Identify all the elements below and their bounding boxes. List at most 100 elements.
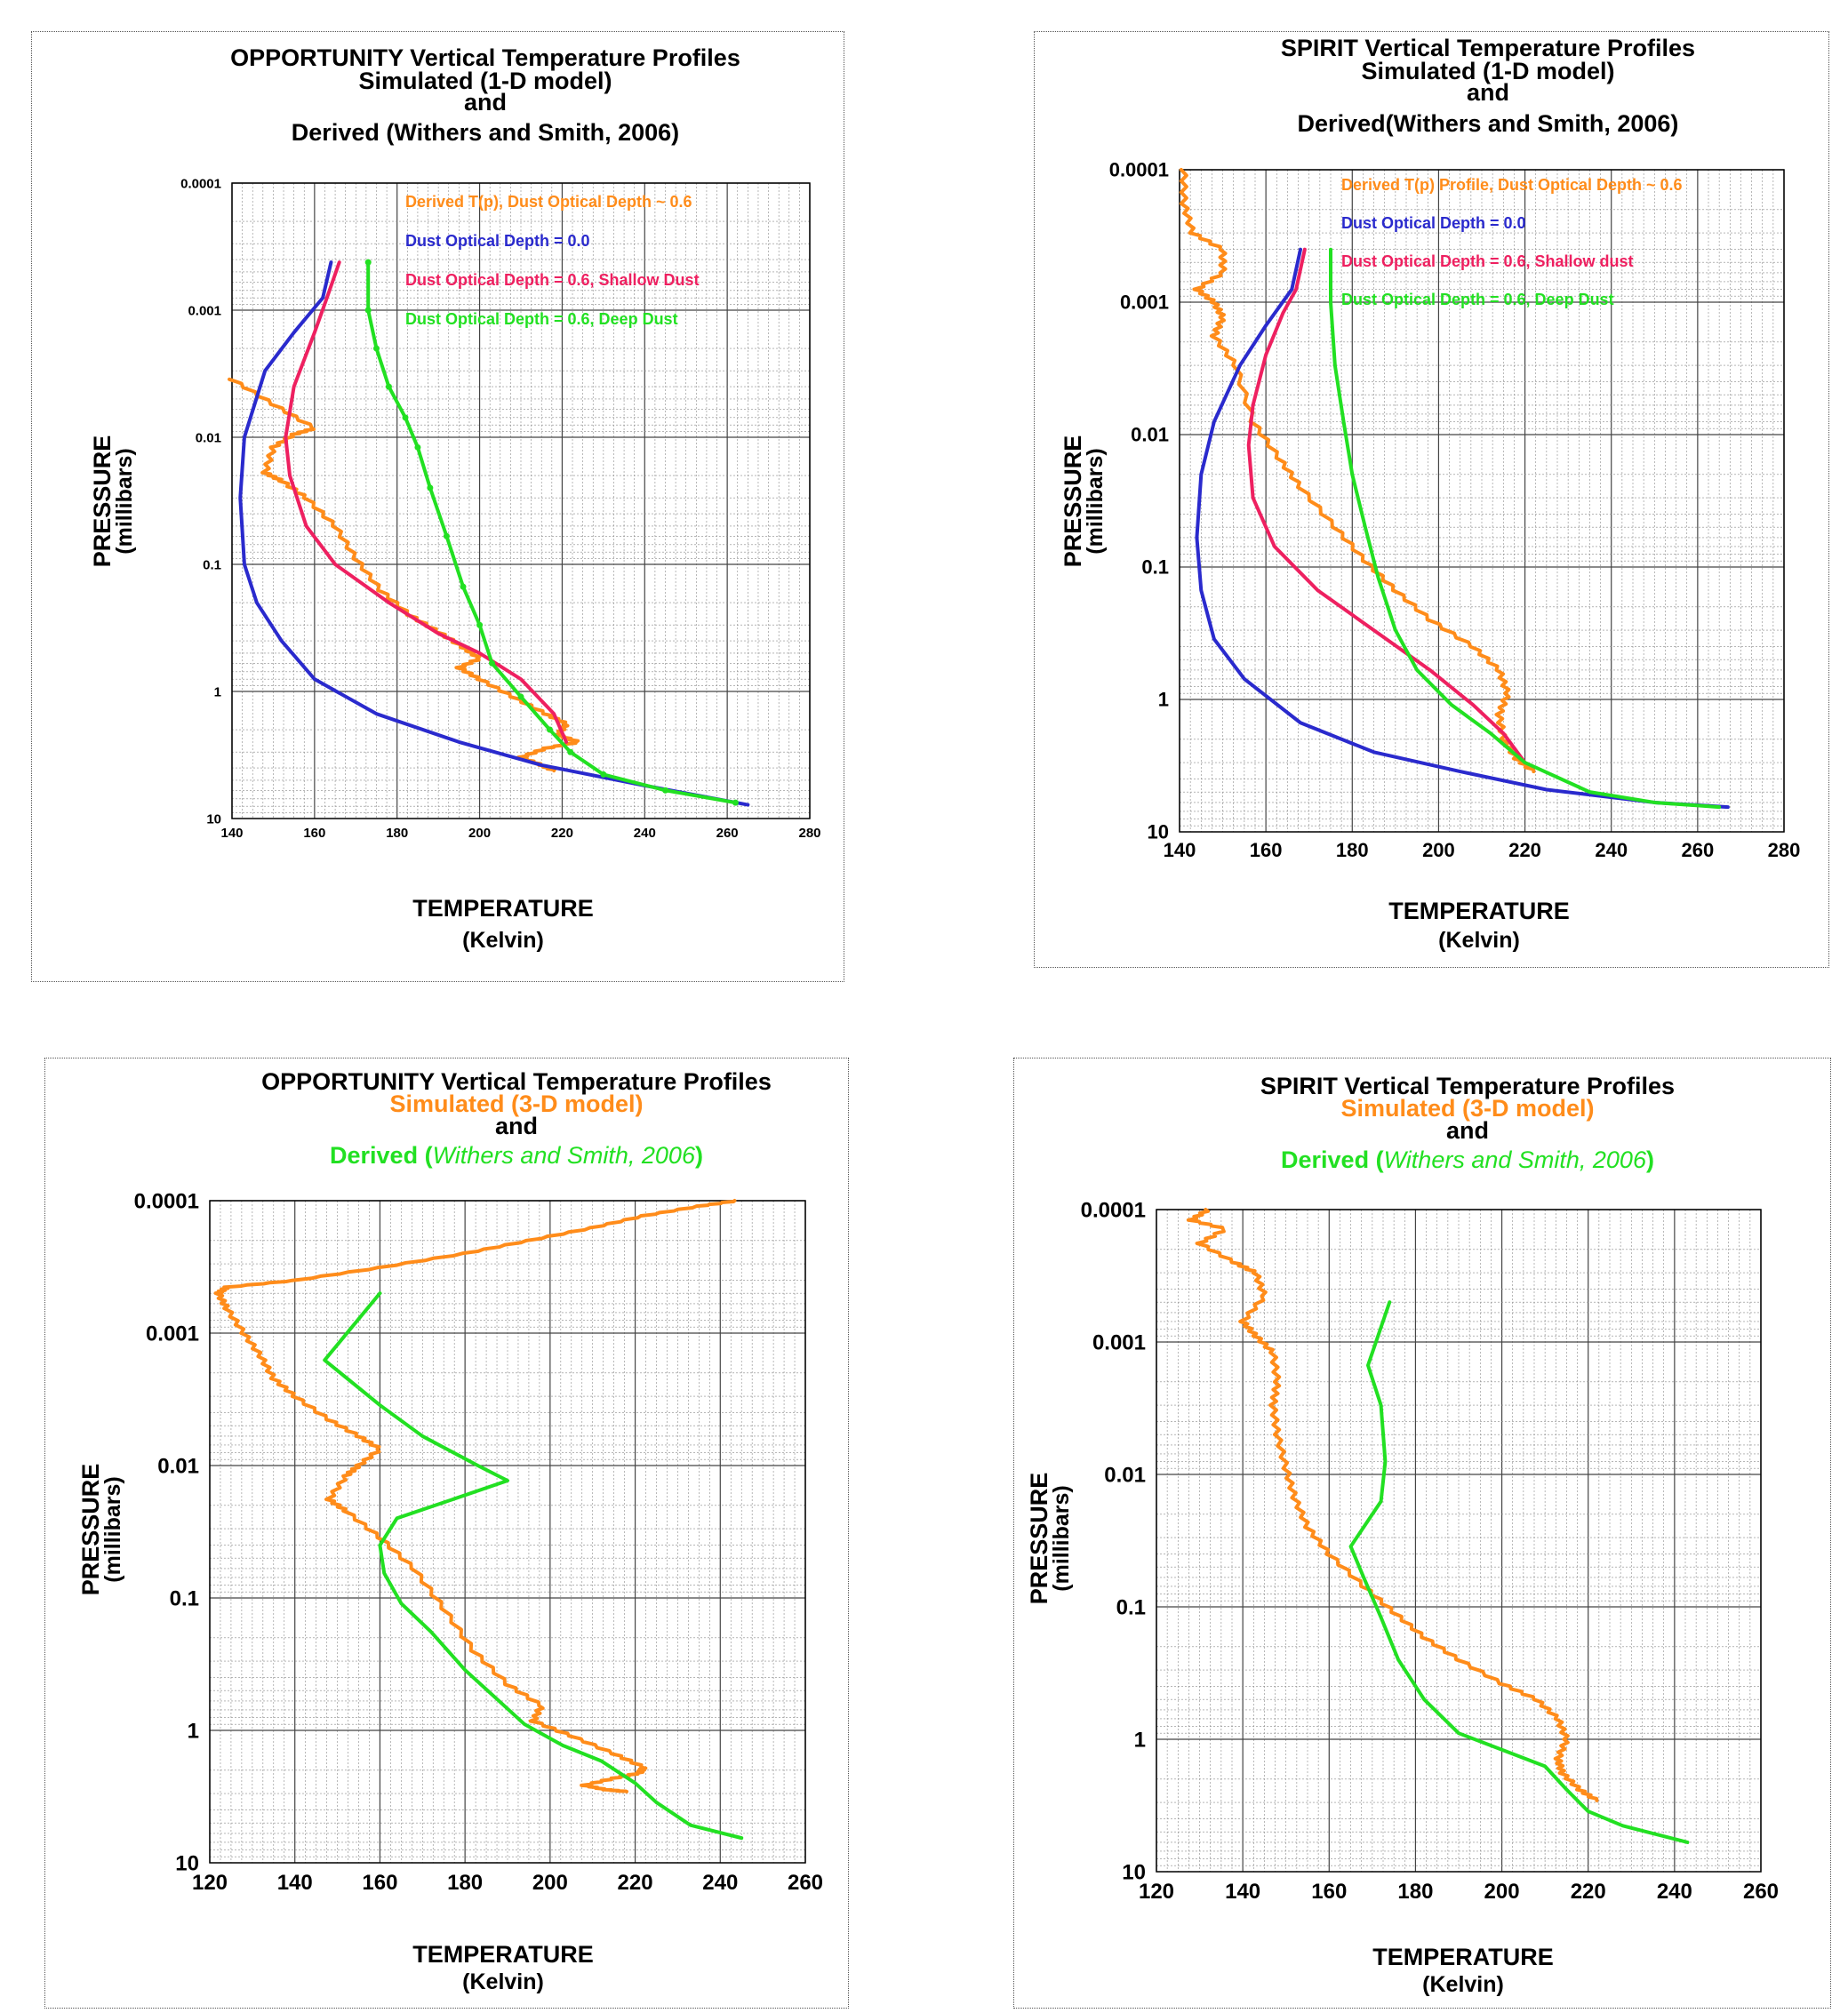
legend-entry: Dust Optical Depth = 0.0 <box>405 232 590 250</box>
series-derived-t-p-profile-dust-optical-depth-0-6 <box>1179 168 1536 774</box>
y-axis-label: PRESSURE <box>1060 435 1086 568</box>
x-tick-label: 200 <box>468 826 491 841</box>
chart-title-line: Simulated (3-D model) <box>1340 1095 1594 1122</box>
chart-title-line: SPIRIT Vertical Temperature Profiles <box>1281 35 1695 61</box>
series-line <box>238 260 750 807</box>
chart-title-line: Derived (Withers and Smith, 2006) <box>292 119 679 146</box>
x-tick-label: 260 <box>716 826 739 841</box>
legend: Derived T(p), Dust Optical Depth ~ 0.6 Du… <box>405 193 700 328</box>
x-axis-label: TEMPERATURE <box>1388 898 1570 924</box>
x-tick-label: 240 <box>634 826 656 841</box>
legend: Derived T(p) Profile, Dust Optical Depth… <box>1341 176 1683 308</box>
data-point <box>517 693 524 700</box>
y-axis-unit-label: (millibars) <box>100 1476 125 1582</box>
chart-spirit-1d: SPIRIT Vertical Temperature ProfilesSimu… <box>1060 35 1800 953</box>
panel-spirit-1d: SPIRIT Vertical Temperature Profiles Simu… <box>1034 31 1829 968</box>
y-tick-label: 1 <box>1134 1728 1146 1752</box>
x-tick-label: 260 <box>788 1871 823 1895</box>
series-derived-withers-and-smith-2006 <box>1348 1300 1690 1844</box>
series-line <box>1246 247 1527 765</box>
series-simulated-3-d-model <box>1186 1208 1599 1802</box>
data-point <box>364 259 372 266</box>
y-tick-label: 0.0001 <box>134 1189 199 1213</box>
y-tick-label: 1 <box>188 1719 199 1743</box>
chart-title-line: and <box>495 1113 538 1139</box>
x-tick-label: 160 <box>1250 839 1283 861</box>
y-tick-label: 0.001 <box>1092 1330 1146 1354</box>
panel-spirit-3d: SPIRIT Vertical Temperature Profiles Simu… <box>1013 1058 1831 2009</box>
y-tick-label: 0.001 <box>1120 292 1169 314</box>
data-point <box>414 443 421 451</box>
series-dust-optical-depth-0-0 <box>238 260 750 807</box>
series-line <box>323 1291 744 1841</box>
x-tick-label: 180 <box>1336 839 1369 861</box>
y-tick-label: 0.1 <box>170 1586 199 1610</box>
x-axis-label: TEMPERATURE <box>1372 1944 1554 1970</box>
x-tick-label: 240 <box>702 1871 738 1895</box>
legend-entry: Dust Optical Depth = 0.6, Shallow Dust <box>405 271 700 289</box>
x-tick-label: 200 <box>1422 839 1455 861</box>
series-line <box>1348 1300 1690 1844</box>
data-point <box>443 532 450 539</box>
x-tick-label: 240 <box>1595 839 1628 861</box>
legend-entry: Dust Optical Depth = 0.6, Deep Dust <box>405 310 678 328</box>
chart-title-line: and <box>464 89 507 116</box>
y-tick-label: 0.01 <box>157 1454 199 1478</box>
y-tick-label: 1 <box>1158 689 1169 711</box>
chart-title-line: Simulated (3-D model) <box>389 1090 643 1117</box>
chart-title-line: and <box>1467 79 1509 106</box>
y-tick-label: 10 <box>1148 821 1169 843</box>
series-derived-withers-and-smith-2006 <box>323 1291 744 1841</box>
data-point <box>567 748 574 755</box>
series-line <box>1195 247 1730 810</box>
x-tick-label: 200 <box>532 1871 568 1895</box>
plot-grid <box>209 1200 806 1864</box>
y-tick-label: 0.0001 <box>1081 1198 1146 1222</box>
series-line <box>213 1199 737 1793</box>
series-line <box>284 260 569 744</box>
y-axis-label: PRESSURE <box>1026 1473 1052 1605</box>
chart-title-line: Simulated (1-D model) <box>358 68 612 94</box>
chart-title-line: OPPORTUNITY Vertical Temperature Profile… <box>261 1068 772 1095</box>
x-tick-label: 160 <box>1311 1880 1347 1904</box>
chart-title-line: Derived(Withers and Smith, 2006) <box>1298 110 1679 137</box>
y-tick-label: 0.0001 <box>1109 159 1169 181</box>
series-dust-optical-depth-0-6-shallow-dust <box>284 260 569 744</box>
x-tick-label: 220 <box>551 826 573 841</box>
y-tick-label: 0.1 <box>203 557 221 572</box>
y-tick-label: 0.001 <box>188 303 221 318</box>
chart-opportunity-1d: OPPORTUNITY Vertical Temperature Profile… <box>89 44 821 953</box>
x-axis-label: TEMPERATURE <box>412 895 594 922</box>
series-line <box>1186 1208 1599 1802</box>
y-tick-label: 10 <box>206 811 221 827</box>
data-point <box>600 771 607 778</box>
chart-title-line: Derived (Withers and Smith, 2006) <box>330 1142 703 1169</box>
legend-entry: Derived T(p), Dust Optical Depth ~ 0.6 <box>405 193 692 211</box>
chart-title-line: Simulated (1-D model) <box>1361 58 1614 84</box>
data-point <box>460 583 467 590</box>
y-axis-unit-label: (millibars) <box>112 448 137 554</box>
x-tick-label: 140 <box>220 826 243 841</box>
data-point <box>662 787 668 794</box>
y-tick-label: 0.1 <box>1141 556 1169 579</box>
panel-opportunity-1d: OPPORTUNITY Vertical Temperature Profile… <box>31 31 844 982</box>
x-tick-label: 140 <box>1225 1880 1260 1904</box>
x-tick-label: 200 <box>1484 1880 1520 1904</box>
x-tick-label: 220 <box>1508 839 1541 861</box>
chart-title-line: SPIRIT Vertical Temperature Profiles <box>1260 1073 1675 1099</box>
x-tick-label: 280 <box>798 826 820 841</box>
y-axis-label: PRESSURE <box>89 435 116 568</box>
y-tick-label: 0.001 <box>146 1322 199 1346</box>
y-tick-label: 0.01 <box>196 430 221 445</box>
data-point <box>732 799 739 806</box>
data-point <box>402 414 409 421</box>
series-dust-optical-depth-0-0 <box>1195 247 1730 810</box>
chart-title-line: OPPORTUNITY Vertical Temperature Profile… <box>230 44 740 71</box>
chart-title-line: Derived (Withers and Smith, 2006) <box>1281 1146 1654 1173</box>
series-dust-optical-depth-0-6-deep-dust <box>364 259 739 806</box>
data-point <box>489 659 495 667</box>
x-axis-unit-label: (Kelvin) <box>462 928 544 953</box>
series-dust-optical-depth-0-6-deep-dust <box>1329 247 1722 810</box>
legend-entry: Derived T(p) Profile, Dust Optical Depth… <box>1341 176 1683 194</box>
y-tick-label: 10 <box>1122 1860 1146 1884</box>
